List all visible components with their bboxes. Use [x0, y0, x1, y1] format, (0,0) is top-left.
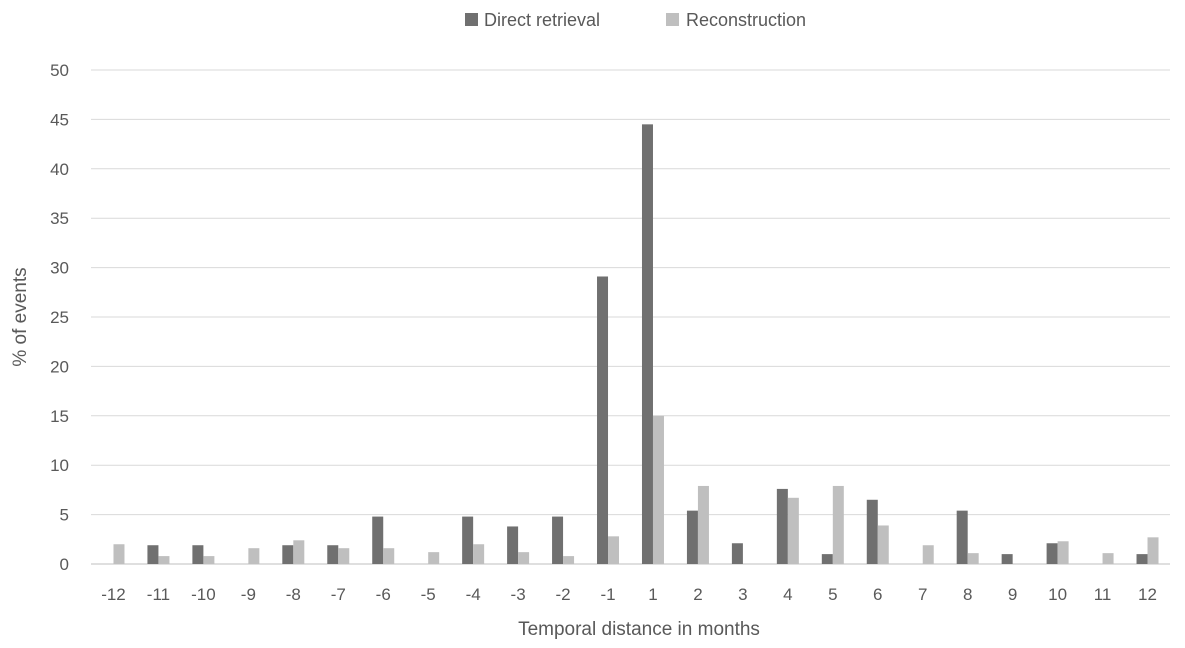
bar-reconstruction: [428, 552, 440, 564]
bar-reconstruction: [293, 540, 305, 564]
x-tick-label: -9: [241, 585, 256, 604]
x-tick-label: 7: [918, 585, 927, 604]
y-tick-label: 15: [50, 407, 69, 426]
x-tick-label: 11: [1094, 585, 1112, 604]
y-tick-label: 35: [50, 209, 69, 228]
y-axis-title: % of events: [10, 267, 31, 366]
x-tick-label: -7: [331, 585, 346, 604]
x-tick-label: 9: [1008, 585, 1017, 604]
x-tick-label: -4: [466, 585, 481, 604]
x-tick-label: -6: [376, 585, 391, 604]
x-tick-label: 8: [963, 585, 972, 604]
bar-direct-retrieval: [1046, 543, 1058, 564]
y-tick-label: 50: [50, 61, 69, 80]
bar-direct-retrieval: [192, 545, 204, 564]
bar-reconstruction: [787, 497, 799, 564]
bar-reconstruction: [338, 548, 350, 564]
bar-reconstruction: [158, 556, 170, 564]
bar-direct-retrieval: [1001, 554, 1013, 564]
x-tick-label: 10: [1048, 585, 1067, 604]
bar-direct-retrieval: [866, 499, 878, 564]
x-tick-label: 5: [828, 585, 837, 604]
y-tick-label: 5: [60, 506, 69, 525]
bar-direct-retrieval: [1136, 554, 1148, 564]
bars: [113, 124, 1159, 564]
bar-direct-retrieval: [552, 516, 564, 564]
y-tick-label: 30: [50, 259, 69, 278]
bar-reconstruction: [697, 485, 709, 564]
x-tick-label: -3: [511, 585, 526, 604]
bar-direct-retrieval: [372, 516, 384, 564]
x-tick-label: -11: [147, 585, 170, 604]
bar-direct-retrieval: [956, 510, 968, 564]
legend-swatch-direct-retrieval: [465, 13, 478, 26]
bar-reconstruction: [922, 545, 934, 564]
legend-label-direct-retrieval: Direct retrieval: [484, 10, 600, 30]
bar-direct-retrieval: [507, 526, 519, 564]
bar-reconstruction: [113, 544, 125, 564]
bar-reconstruction: [203, 556, 215, 564]
legend: Direct retrieval Reconstruction: [465, 10, 806, 30]
x-tick-label: -12: [101, 585, 126, 604]
bar-reconstruction: [473, 544, 485, 564]
bar-direct-retrieval: [597, 276, 609, 564]
x-tick-label: -2: [556, 585, 571, 604]
bar-reconstruction: [832, 485, 844, 564]
bar-reconstruction: [1147, 537, 1159, 564]
bar-direct-retrieval: [821, 554, 833, 564]
y-axis-ticks: 0 5 10 15 20 25 30 35 40 45 50: [50, 61, 69, 574]
x-tick-label: 2: [693, 585, 702, 604]
bar-reconstruction: [652, 415, 664, 564]
bar-direct-retrieval: [641, 124, 653, 564]
x-axis-title: Temporal distance in months: [518, 619, 760, 640]
bar-reconstruction: [248, 548, 260, 564]
x-tick-label: 6: [873, 585, 882, 604]
legend-swatch-reconstruction: [666, 13, 679, 26]
y-tick-label: 20: [50, 357, 69, 376]
bar-reconstruction: [1102, 553, 1114, 564]
legend-label-reconstruction: Reconstruction: [686, 10, 806, 30]
gridlines: [91, 69, 1170, 565]
x-tick-label: -8: [286, 585, 301, 604]
bar-reconstruction: [967, 553, 979, 564]
bar-direct-retrieval: [776, 488, 788, 564]
bar-reconstruction: [518, 552, 530, 564]
y-tick-label: 10: [50, 456, 69, 475]
y-tick-label: 40: [50, 160, 69, 179]
x-tick-label: 12: [1138, 585, 1157, 604]
bar-direct-retrieval: [282, 545, 294, 564]
x-tick-label: -5: [421, 585, 436, 604]
bar-direct-retrieval: [462, 516, 474, 564]
x-tick-label: 4: [783, 585, 792, 604]
bar-reconstruction: [563, 556, 575, 564]
bar-reconstruction: [383, 548, 395, 564]
x-tick-label: 1: [648, 585, 657, 604]
bar-reconstruction: [1057, 541, 1069, 564]
bar-reconstruction: [877, 525, 889, 564]
y-tick-label: 25: [50, 308, 69, 327]
y-tick-label: 0: [60, 555, 69, 574]
bar-direct-retrieval: [147, 545, 159, 564]
x-tick-label: 3: [738, 585, 747, 604]
x-tick-label: -1: [600, 585, 615, 604]
bar-direct-retrieval: [731, 543, 743, 564]
bar-direct-retrieval: [327, 545, 339, 564]
y-tick-label: 45: [50, 110, 69, 129]
x-axis-ticks: -12 -11 -10 -9 -8 -7 -6 -5 -4 -3 -2 -1 1 2 3 4 5 6 7 8 9 10 11…: [101, 585, 1157, 604]
x-tick-label: -10: [191, 585, 216, 604]
bar-direct-retrieval: [686, 510, 698, 564]
bar-reconstruction: [608, 536, 620, 564]
